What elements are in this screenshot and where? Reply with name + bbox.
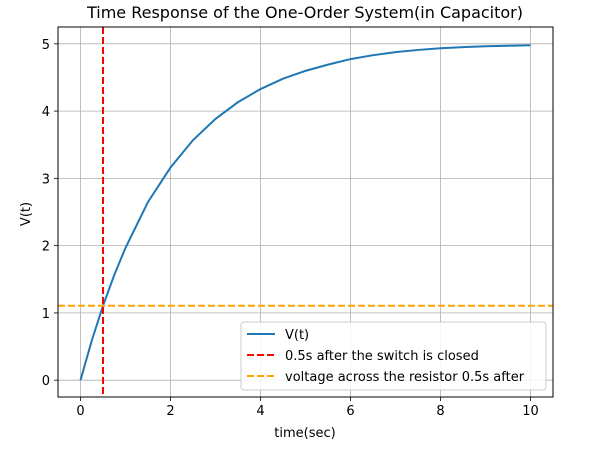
chart-title: Time Response of the One-Order System(in… [86, 3, 523, 22]
axes-frame [57, 26, 554, 398]
legend-label: 0.5s after the switch is closed [285, 349, 479, 364]
x-axis-label: time(sec) [274, 426, 335, 441]
y-tick-label: 2 [42, 240, 50, 255]
y-axis-label: V(t) [19, 202, 34, 226]
y-tick-label: 1 [42, 307, 50, 322]
y-tick-label: 3 [42, 172, 50, 187]
x-tick-label: 4 [256, 404, 264, 419]
x-tick-label: 8 [436, 404, 444, 419]
legend-label: voltage across the resistor 0.5s after [285, 370, 525, 385]
plot-area: 0 2 4 6 8 10 0 1 2 3 4 5 V(t) 0.5s after the switch i… [42, 26, 554, 419]
y-tick-label: 4 [42, 105, 50, 120]
series-line-vt [79, 44, 531, 381]
legend-box [240, 321, 547, 391]
x-tick-label: 6 [346, 404, 354, 419]
legend-label: V(t) [285, 328, 309, 343]
x-tick-label: 2 [166, 404, 174, 419]
x-tick-label: 10 [522, 404, 539, 419]
y-tick-label: 5 [42, 38, 50, 53]
x-tick-label: 0 [76, 404, 84, 419]
y-tick-label: 0 [42, 374, 50, 389]
